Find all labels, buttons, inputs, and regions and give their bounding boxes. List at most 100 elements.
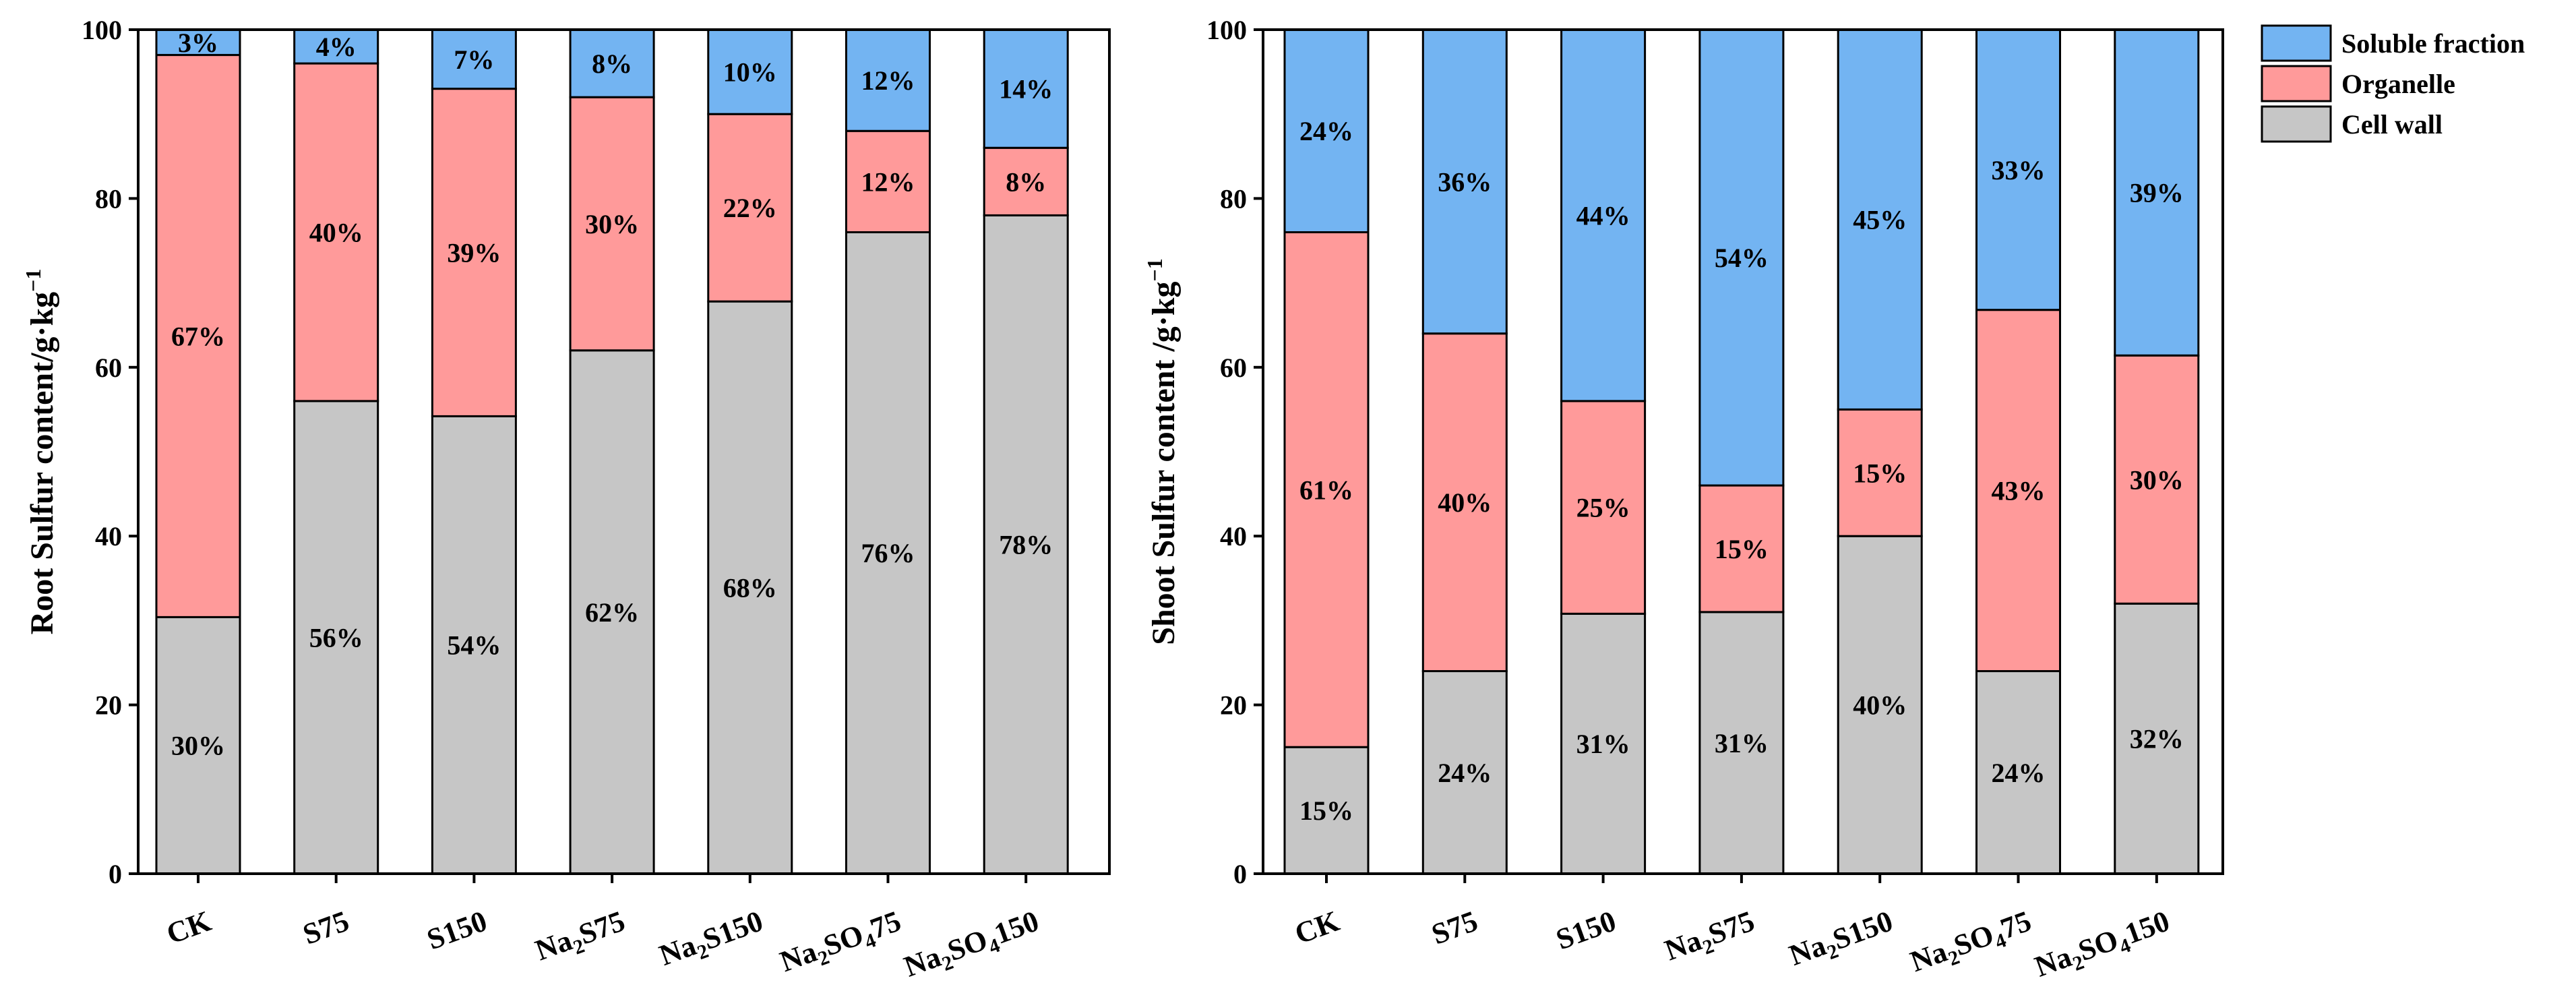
data-label: 12% <box>861 65 915 96</box>
x-tick-label: Na2SO4150 <box>2031 904 2176 988</box>
bar-cell-wall <box>2114 602 2200 875</box>
legend-swatch-soluble <box>2261 24 2332 62</box>
category-main: Na <box>2031 940 2076 983</box>
bar-soluble <box>293 28 379 65</box>
data-label: 24% <box>1299 116 1353 146</box>
x-tick-label: CK <box>1291 904 1344 951</box>
bar-soluble <box>1560 28 1647 402</box>
legend-label: Cell wall <box>2341 109 2443 140</box>
data-label: 25% <box>1576 493 1630 523</box>
category-main: Na <box>1661 924 1706 967</box>
bar-soluble <box>431 28 517 90</box>
shoot-sulfur-chart: 15% 61% 24% 24% 40% 36% 31% 25% 44% 31% 15% 54% 40% 1… <box>1142 15 2224 988</box>
legend-swatch-organelle <box>2261 65 2332 102</box>
plot-frame <box>1262 28 2224 875</box>
bar-organelle <box>845 129 931 233</box>
data-label: 24% <box>1438 758 1492 788</box>
category-main: S75 <box>1428 904 1482 951</box>
bar-cell-wall <box>983 214 1069 875</box>
data-label: 76% <box>861 538 915 568</box>
data-label: 24% <box>1992 758 2046 788</box>
bar-organelle <box>1560 400 1647 615</box>
x-tick-label: S150 <box>423 904 491 956</box>
bar-cell-wall <box>569 349 655 875</box>
legend-label: Soluble fraction <box>2341 28 2525 59</box>
bar-soluble <box>1837 28 1923 411</box>
y-tick-label: 20 <box>1220 690 1247 721</box>
data-label: 40% <box>309 217 363 247</box>
bar-cell-wall <box>1698 611 1785 875</box>
data-label: 4% <box>316 32 357 62</box>
category-rest: S75 <box>1704 904 1758 951</box>
legend-swatch-cell-wall <box>2261 105 2332 143</box>
data-label: 15% <box>1853 458 1907 488</box>
bar-soluble <box>1698 28 1785 487</box>
x-tick-label: S150 <box>1552 904 1620 956</box>
data-label: 56% <box>309 622 363 653</box>
bar-organelle <box>155 54 241 618</box>
bar-cell-wall <box>1837 535 1923 875</box>
x-tick-label: Na2SO475 <box>1906 904 2037 982</box>
category-main: Na <box>776 935 821 978</box>
data-label: 62% <box>585 597 639 628</box>
bar-organelle <box>1698 484 1785 613</box>
bar-cell-wall <box>1560 612 1647 875</box>
bar-organelle <box>431 88 517 417</box>
data-label: 7% <box>454 44 494 75</box>
bar-soluble <box>707 28 793 115</box>
data-label: 39% <box>2130 178 2184 208</box>
bar-cell-wall <box>293 400 379 875</box>
bar-organelle <box>2114 354 2200 605</box>
data-label: 15% <box>1299 795 1353 826</box>
data-label: 39% <box>447 238 501 268</box>
data-label: 67% <box>171 321 225 351</box>
y-axis-title: Root Sulfur content/g·kg−1 <box>21 269 60 635</box>
x-tick-label: Na2SO475 <box>776 904 907 982</box>
legend: Soluble fraction Organelle Cell wall <box>2261 24 2525 143</box>
data-label: 30% <box>585 209 639 239</box>
y-tick-label: 0 <box>109 859 122 889</box>
bar-cell-wall <box>155 615 241 875</box>
category-main: Na <box>1906 935 1951 978</box>
x-tick-label: Na2SO4150 <box>900 904 1045 988</box>
legend-label: Organelle <box>2341 69 2455 99</box>
bar-cell-wall <box>845 231 931 875</box>
data-label: 15% <box>1715 534 1769 564</box>
y-tick-label: 20 <box>95 690 122 721</box>
data-label: 40% <box>1853 690 1907 721</box>
data-label: 31% <box>1715 728 1769 758</box>
category-main: CK <box>162 904 216 951</box>
y-tick-label: 80 <box>1220 183 1247 214</box>
y-tick-label: 60 <box>95 353 122 383</box>
y-tick-label: 100 <box>82 15 122 45</box>
category-main: S150 <box>423 904 491 956</box>
category-main: CK <box>1291 904 1344 951</box>
category-main: Na <box>531 924 576 967</box>
y-axis-title-text: Shoot Sulfur content /g·kg <box>1146 282 1182 645</box>
data-label: 12% <box>861 167 915 197</box>
category-rest: S150 <box>698 904 767 956</box>
data-label: 10% <box>723 57 777 88</box>
bar-organelle <box>983 146 1069 216</box>
x-tick-label: S75 <box>299 904 353 951</box>
x-tick-label: Na2S150 <box>655 904 769 976</box>
y-tick-label: 40 <box>95 521 122 551</box>
data-label: 36% <box>1438 167 1492 197</box>
bar-organelle <box>293 62 379 402</box>
y-tick-label: 40 <box>1220 521 1247 551</box>
bar-soluble <box>845 28 931 132</box>
bar-cell-wall <box>707 300 793 875</box>
x-tick-label: CK <box>162 904 216 951</box>
data-label: 32% <box>2130 724 2184 754</box>
category-main: S150 <box>1552 904 1620 956</box>
data-label: 8% <box>1006 167 1046 197</box>
data-label: 78% <box>999 530 1053 560</box>
data-label: 31% <box>1576 729 1630 759</box>
data-label: 61% <box>1299 475 1353 505</box>
data-label: 30% <box>2130 464 2184 495</box>
category-main: Na <box>655 928 700 971</box>
data-label: 44% <box>1576 200 1630 231</box>
data-label: 30% <box>171 731 225 761</box>
plot-frame <box>137 28 1111 875</box>
data-label: 22% <box>723 193 777 223</box>
